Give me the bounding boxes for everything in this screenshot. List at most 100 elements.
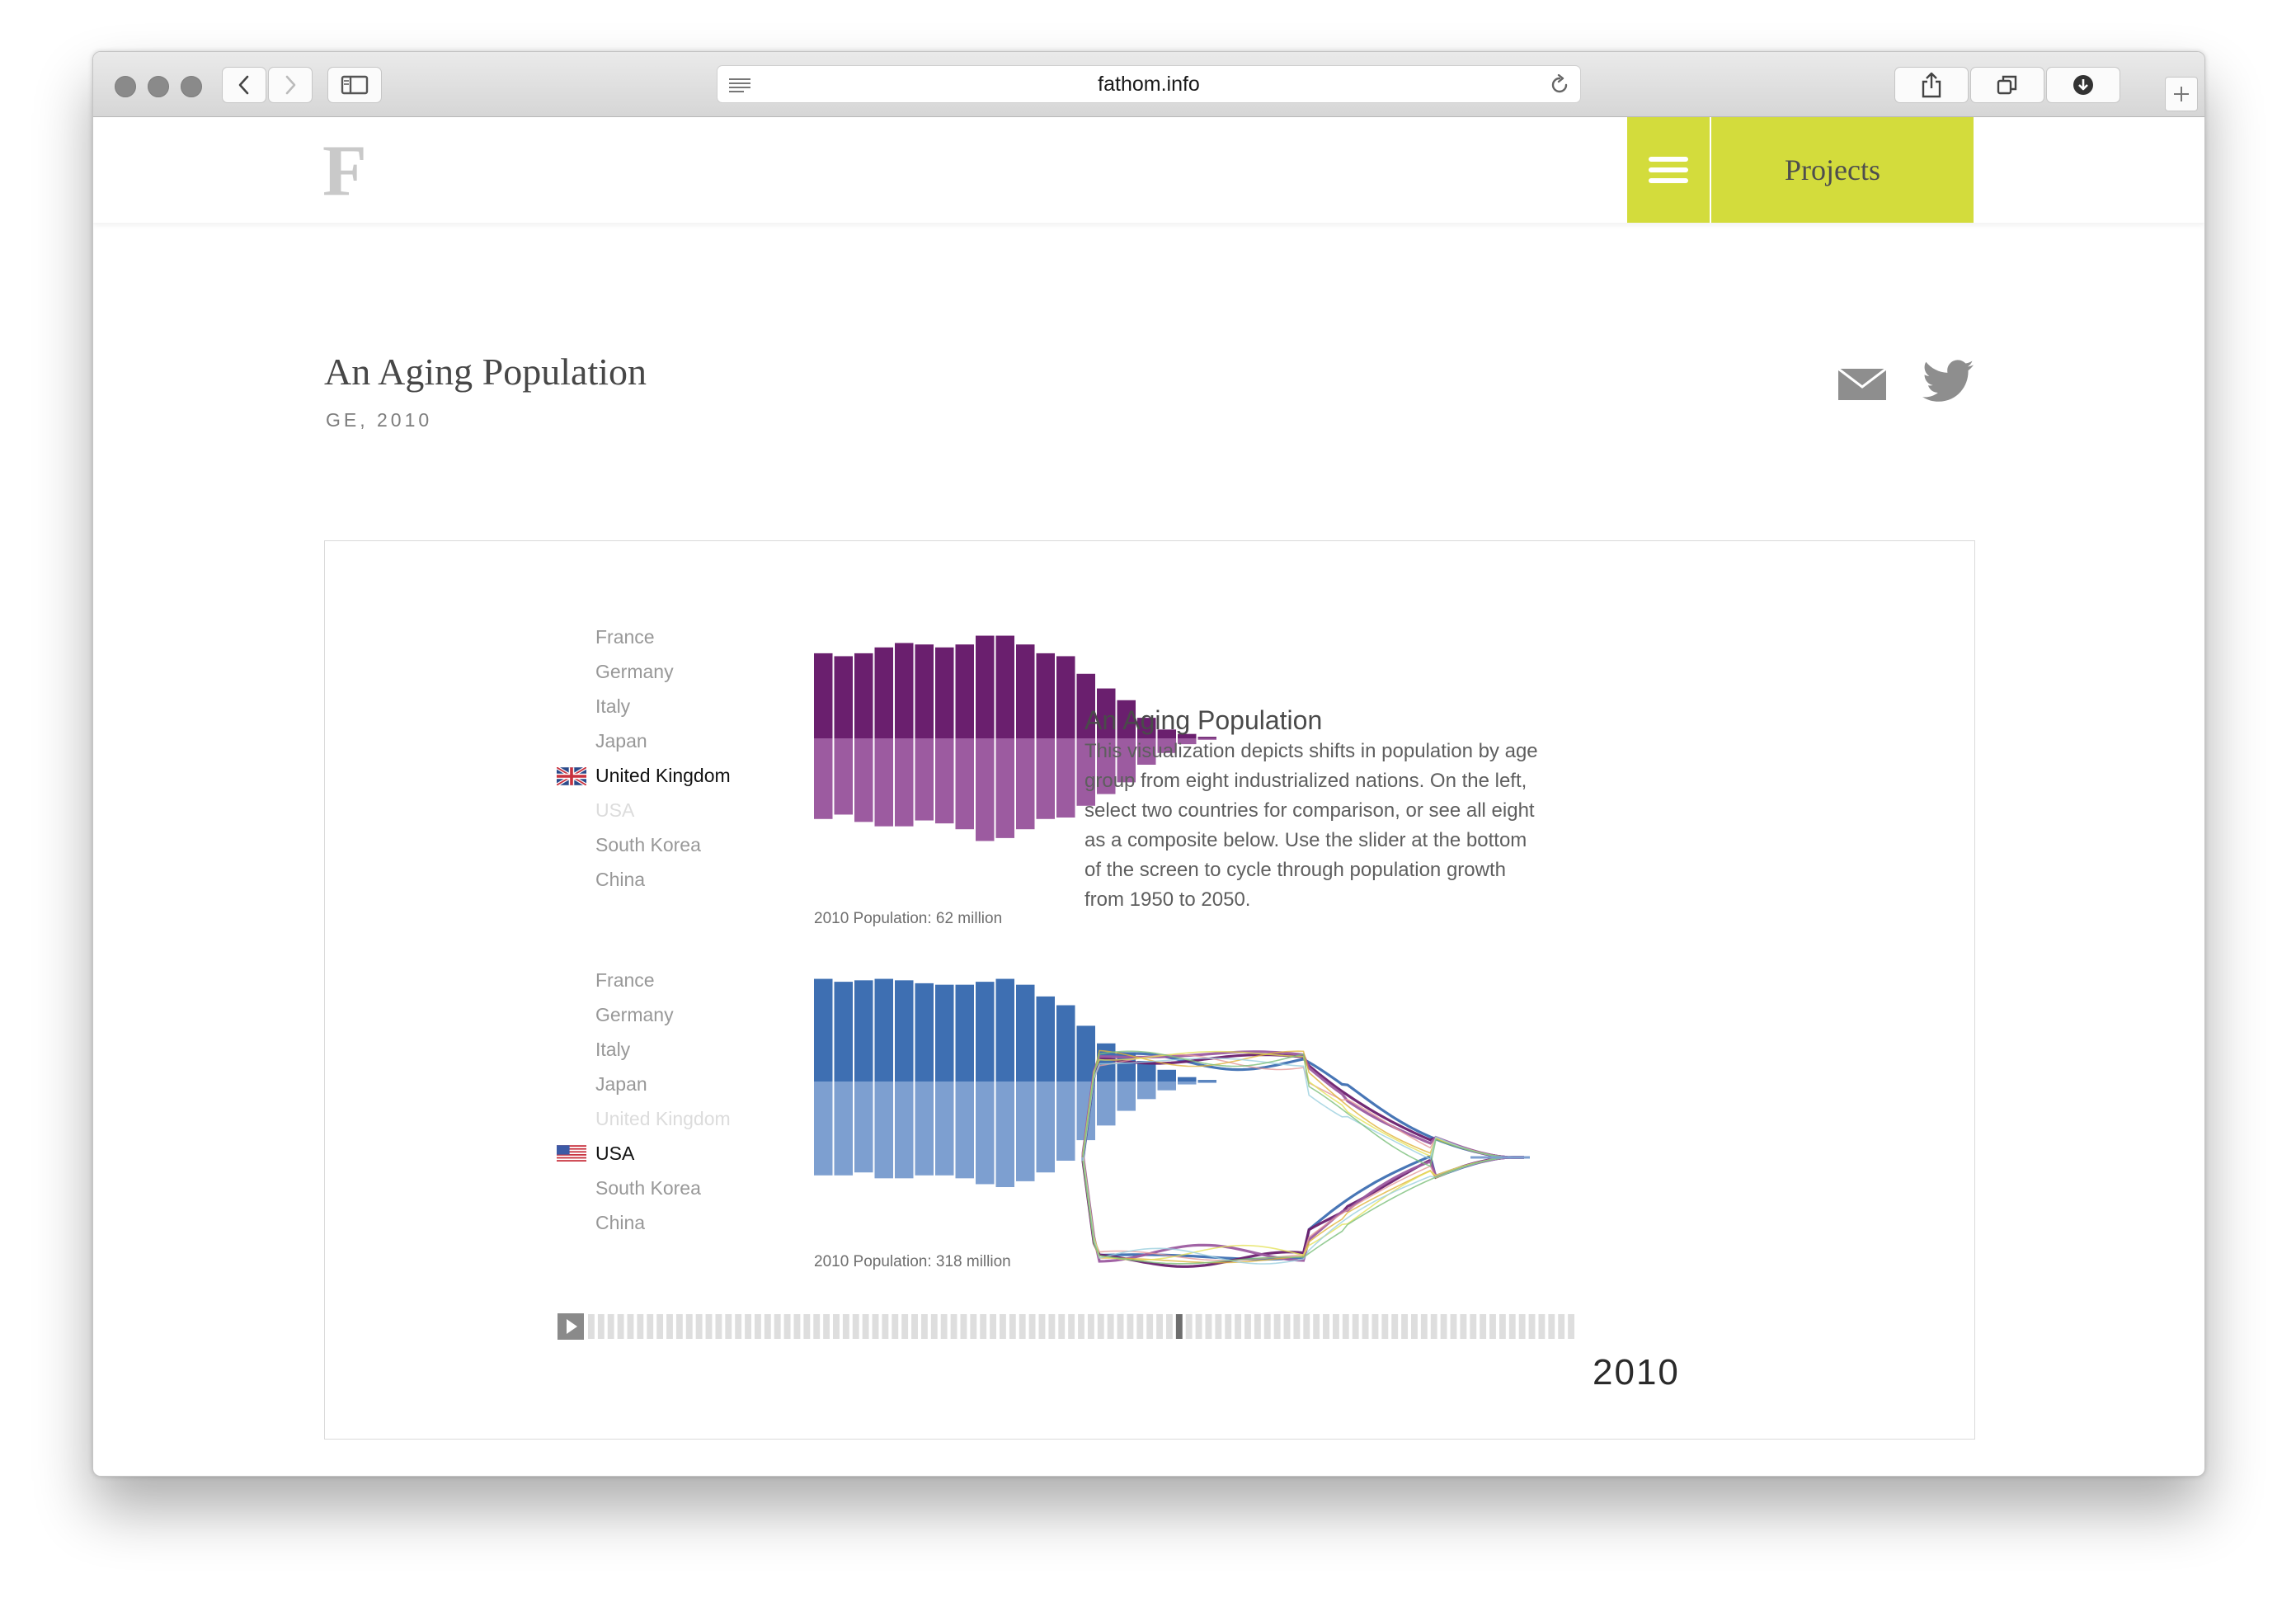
slider-tick[interactable]	[617, 1314, 624, 1339]
slider-tick[interactable]	[764, 1314, 771, 1339]
slider-tick[interactable]	[1254, 1314, 1261, 1339]
slider-tick[interactable]	[1411, 1314, 1418, 1339]
new-tab-button[interactable]	[2165, 77, 2198, 111]
slider-tick[interactable]	[1371, 1314, 1379, 1339]
slider-tick[interactable]	[1420, 1314, 1428, 1339]
slider-tick[interactable]	[1489, 1314, 1496, 1339]
reload-icon[interactable]	[1549, 74, 1570, 96]
projects-menu-link[interactable]: Projects	[1711, 117, 1974, 223]
slider-tick[interactable]	[1362, 1314, 1369, 1339]
site-logo[interactable]: F	[322, 131, 367, 211]
slider-tick[interactable]	[930, 1314, 938, 1339]
slider-tick[interactable]	[862, 1314, 869, 1339]
slider-tick[interactable]	[1058, 1314, 1066, 1339]
slider-tick[interactable]	[1235, 1314, 1242, 1339]
slider-tick[interactable]	[1568, 1314, 1574, 1339]
slider-tick[interactable]	[1460, 1314, 1467, 1339]
slider-tick[interactable]	[960, 1314, 967, 1339]
slider-tick[interactable]	[940, 1314, 948, 1339]
slider-tick[interactable]	[1440, 1314, 1447, 1339]
slider-tick[interactable]	[647, 1314, 654, 1339]
bottom-country-france[interactable]: France	[595, 969, 655, 991]
slider-tick[interactable]	[1225, 1314, 1232, 1339]
slider-tick[interactable]	[1244, 1314, 1251, 1339]
slider-tick[interactable]	[1273, 1314, 1281, 1339]
slider-tick[interactable]	[920, 1314, 928, 1339]
slider-tick[interactable]	[1499, 1314, 1506, 1339]
slider-tick[interactable]	[901, 1314, 909, 1339]
slider-tick[interactable]	[1156, 1314, 1163, 1339]
slider-tick[interactable]	[1068, 1314, 1075, 1339]
sidebar-toggle-button[interactable]	[327, 67, 382, 103]
slider-tick[interactable]	[695, 1314, 703, 1339]
minimize-window-button[interactable]	[148, 76, 169, 97]
slider-tick[interactable]	[627, 1314, 634, 1339]
slider-tick[interactable]	[1558, 1314, 1565, 1339]
slider-tick[interactable]	[607, 1314, 614, 1339]
bottom-country-south-korea[interactable]: South Korea	[595, 1177, 701, 1199]
slider-tick[interactable]	[1019, 1314, 1026, 1339]
slider-tick[interactable]	[842, 1314, 849, 1339]
downloads-button[interactable]	[2046, 67, 2120, 103]
bottom-country-china[interactable]: China	[595, 1212, 646, 1233]
slider-tick[interactable]	[1293, 1314, 1301, 1339]
slider-tick[interactable]	[803, 1314, 811, 1339]
top-country-united-kingdom[interactable]: United Kingdom	[595, 765, 731, 786]
slider-tick[interactable]	[1185, 1314, 1193, 1339]
slider-tick[interactable]	[1548, 1314, 1555, 1339]
slider-tick[interactable]	[1303, 1314, 1310, 1339]
slider-tick[interactable]	[725, 1314, 732, 1339]
slider-tick[interactable]	[705, 1314, 713, 1339]
slider-tick[interactable]	[597, 1314, 605, 1339]
slider-tick[interactable]	[637, 1314, 644, 1339]
back-button[interactable]	[222, 67, 266, 103]
slider-tick[interactable]	[656, 1314, 664, 1339]
slider-tick[interactable]	[783, 1314, 791, 1339]
slider-tick[interactable]	[1136, 1314, 1144, 1339]
slider-tick[interactable]	[970, 1314, 977, 1339]
slider-tick[interactable]	[1381, 1314, 1389, 1339]
slider-tick[interactable]	[715, 1314, 722, 1339]
top-country-france[interactable]: France	[595, 626, 655, 648]
slider-tick[interactable]	[1342, 1314, 1349, 1339]
top-country-italy[interactable]: Italy	[595, 695, 631, 717]
slider-tick[interactable]	[1508, 1314, 1516, 1339]
zoom-window-button[interactable]	[181, 76, 202, 97]
menu-button[interactable]	[1627, 117, 1710, 223]
slider-tick[interactable]	[754, 1314, 761, 1339]
slider-tick[interactable]	[1332, 1314, 1339, 1339]
slider-tick[interactable]	[911, 1314, 918, 1339]
twitter-share-icon[interactable]	[1922, 359, 1974, 403]
slider-tick[interactable]	[1146, 1314, 1154, 1339]
slider-tick[interactable]	[1263, 1314, 1271, 1339]
slider-tick[interactable]	[950, 1314, 957, 1339]
slider-tick[interactable]	[1117, 1314, 1124, 1339]
bottom-country-germany[interactable]: Germany	[595, 1004, 674, 1025]
slider-tick[interactable]	[1127, 1314, 1134, 1339]
slider-tick[interactable]	[990, 1314, 997, 1339]
slider-tick[interactable]	[980, 1314, 987, 1339]
slider-tick[interactable]	[588, 1314, 595, 1339]
slider-tick[interactable]	[1538, 1314, 1546, 1339]
slider-tick[interactable]	[774, 1314, 781, 1339]
slider-tick[interactable]	[882, 1314, 889, 1339]
top-country-germany[interactable]: Germany	[595, 661, 674, 682]
reader-mode-icon[interactable]	[727, 76, 752, 94]
slider-tick[interactable]	[1430, 1314, 1437, 1339]
top-country-south-korea[interactable]: South Korea	[595, 834, 701, 855]
bottom-country-usa[interactable]: USA	[595, 1143, 635, 1164]
slider-tick[interactable]	[1205, 1314, 1212, 1339]
slider-tick[interactable]	[1165, 1314, 1173, 1339]
slider-tick[interactable]	[1401, 1314, 1409, 1339]
slider-tick[interactable]	[685, 1314, 693, 1339]
slider-tick[interactable]	[1450, 1314, 1457, 1339]
slider-tick[interactable]	[833, 1314, 840, 1339]
year-slider[interactable]	[588, 1312, 1578, 1341]
slider-tick[interactable]	[892, 1314, 899, 1339]
slider-tick[interactable]	[1097, 1314, 1104, 1339]
slider-tick[interactable]	[1087, 1314, 1094, 1339]
slider-tick[interactable]	[1048, 1314, 1056, 1339]
close-window-button[interactable]	[115, 76, 136, 97]
share-toolbar-button[interactable]	[1894, 67, 1969, 103]
slider-tick[interactable]	[813, 1314, 821, 1339]
